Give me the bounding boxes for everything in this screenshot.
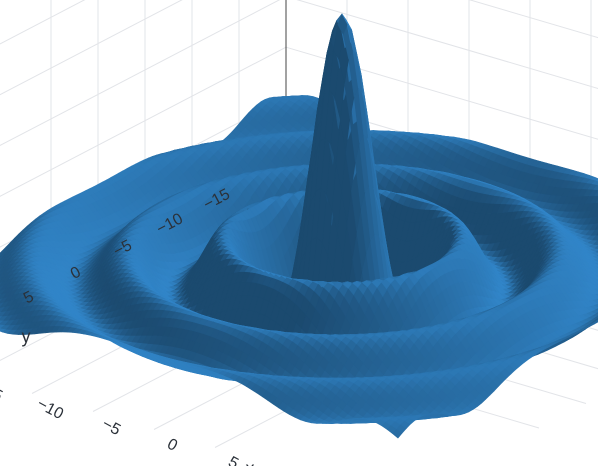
- grid-line-z: [0, 0, 183, 96]
- grid-line-z: [468, 0, 598, 39]
- surface-facet: [0, 311, 2, 314]
- grid-line-z: [296, 0, 598, 89]
- grid-line-z: [285, 46, 598, 140]
- grid-line-z: [0, 0, 86, 45]
- surface-mesh: [0, 13, 598, 439]
- grid-line-z: [0, 46, 287, 197]
- grid-line-z: [0, 0, 281, 147]
